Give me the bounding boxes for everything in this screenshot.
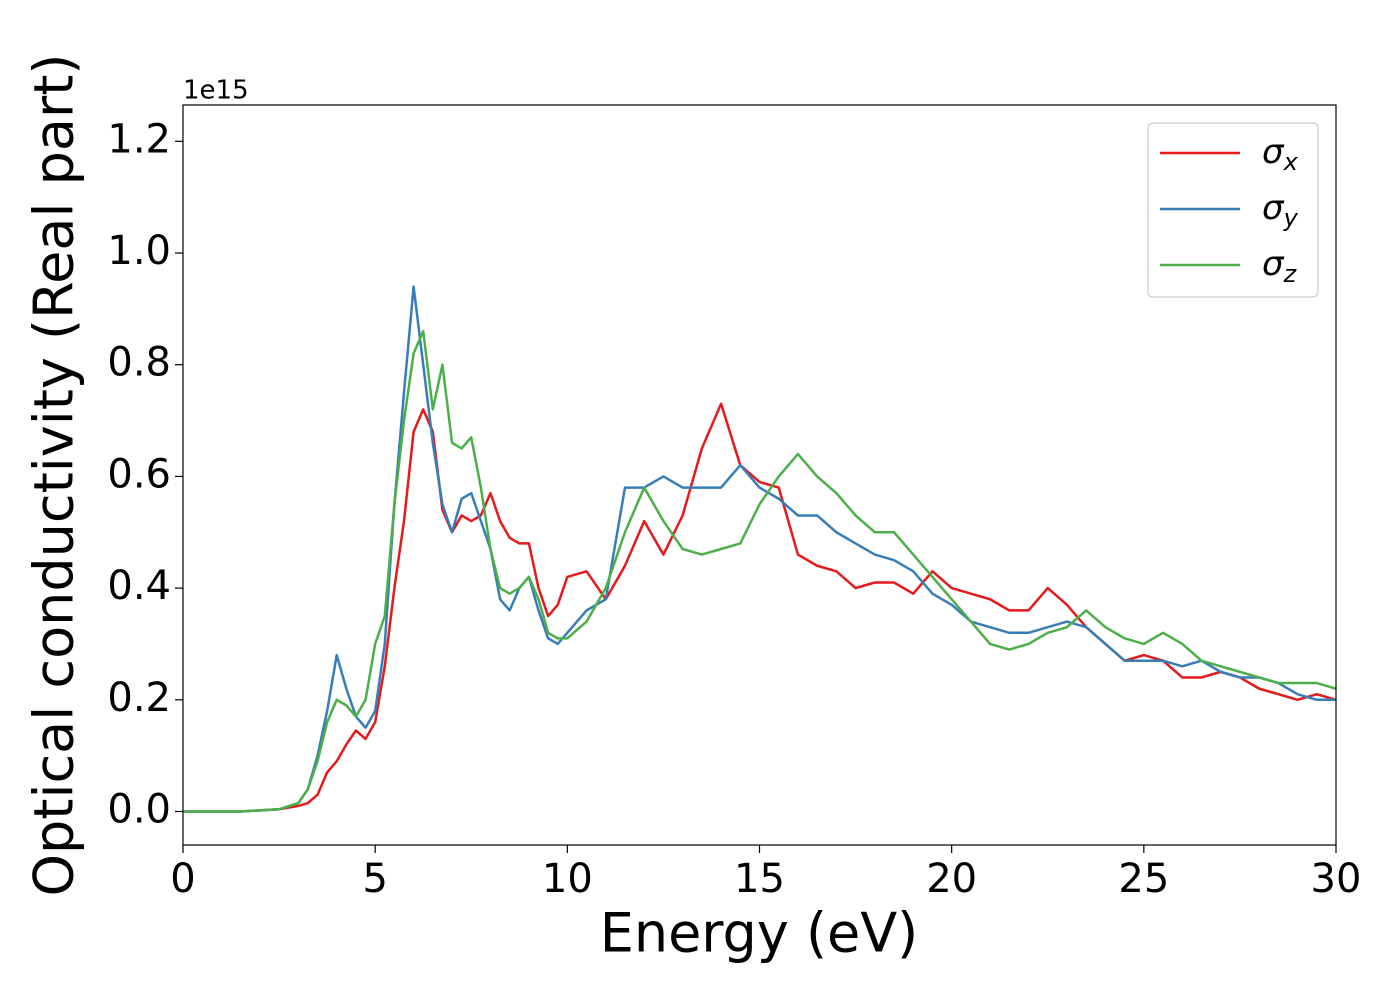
data-line (183, 285, 1336, 813)
y-tick-label: 0.6 (107, 451, 171, 497)
legend-label: σx (1262, 132, 1299, 177)
x-tick-label: 30 (1311, 856, 1362, 902)
x-tick-label: 5 (362, 856, 387, 902)
y-axis-label: Optical conductivity (Real part) (23, 54, 86, 897)
x-tick-label: 10 (542, 856, 593, 902)
y-tick-label: 0.4 (107, 563, 171, 609)
x-tick-label: 15 (734, 856, 785, 902)
y-tick-label: 0.2 (107, 675, 171, 721)
y-tick-label: 0.8 (107, 340, 171, 386)
legend-label: σy (1262, 188, 1299, 233)
x-axis-label: Energy (eV) (600, 902, 919, 965)
x-tick-label: 0 (170, 856, 195, 902)
offset-label: 1e15 (183, 76, 249, 106)
data-line (183, 329, 1336, 813)
plot-frame (182, 104, 1337, 846)
y-tick-label: 1.2 (107, 116, 171, 162)
x-tick-label: 20 (926, 856, 977, 902)
legend-label: σz (1262, 244, 1298, 289)
y-tick-label: 1.0 (107, 228, 171, 274)
y-tick-label: 0.0 (107, 786, 171, 832)
x-tick-label: 25 (1118, 856, 1169, 902)
